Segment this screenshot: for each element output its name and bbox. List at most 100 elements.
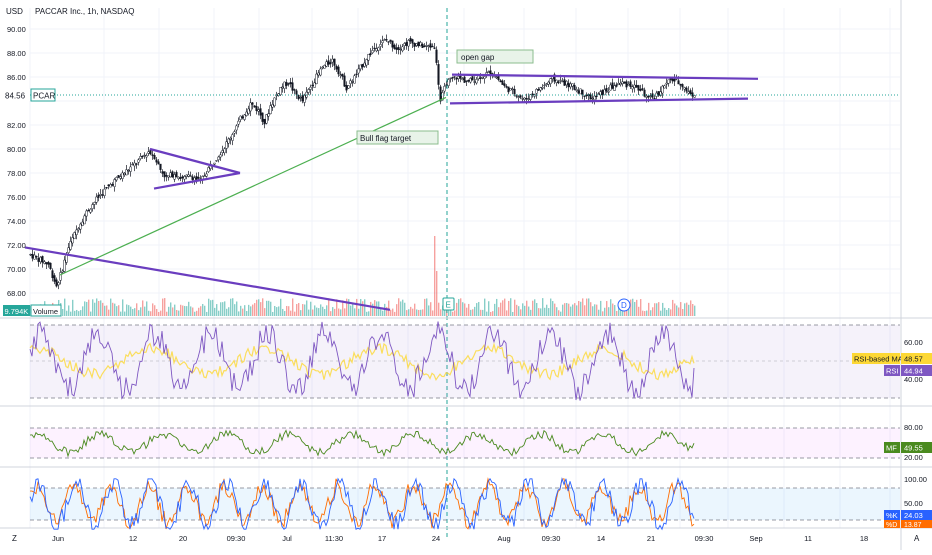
candle <box>693 95 696 98</box>
symbol-title[interactable]: PACCAR Inc., 1h, NASDAQ <box>35 7 134 16</box>
money-flow-pane[interactable]: 80.00 20.00 MF 49.55 <box>29 423 932 462</box>
volume-bar <box>690 300 692 316</box>
candle <box>511 88 514 90</box>
volume-bar <box>342 300 344 316</box>
candle <box>545 83 548 85</box>
trendline-pennant-lower[interactable] <box>153 171 241 190</box>
candle <box>335 65 338 70</box>
candle <box>563 79 566 86</box>
volume-bar <box>254 303 256 316</box>
candle <box>313 82 316 88</box>
trendline-support-descending[interactable] <box>24 246 391 311</box>
bull-flag-annotation[interactable]: Bull flag target <box>356 130 439 145</box>
price-axis[interactable]: 90.00 88.00 86.00 82.00 80.00 78.00 76.00 74.00… <box>7 25 26 298</box>
candle <box>187 174 190 177</box>
volume-bar <box>518 306 520 316</box>
volume-bar <box>172 307 174 316</box>
candle <box>55 279 58 287</box>
candle <box>395 47 398 50</box>
candle <box>107 184 110 186</box>
volume-bar <box>682 309 684 316</box>
trendline-channel-lower[interactable] <box>449 97 749 105</box>
volume-bar <box>592 306 594 316</box>
candle <box>649 95 652 97</box>
volume-bar <box>552 301 554 316</box>
volume-bar <box>264 308 266 316</box>
volume-bar <box>188 301 190 316</box>
volume-bar <box>280 298 282 316</box>
candle <box>299 97 302 99</box>
volume-bar <box>348 299 350 316</box>
candle <box>173 174 176 180</box>
candle <box>541 86 544 89</box>
candle <box>519 95 522 98</box>
candle <box>29 253 32 256</box>
volume-bar <box>294 311 296 316</box>
volume-bar <box>118 305 120 316</box>
trendline-channel-upper[interactable] <box>451 73 759 80</box>
trendline-bull-flag-target[interactable] <box>59 96 447 276</box>
volume-bar <box>420 309 422 316</box>
volume-bar <box>558 310 560 316</box>
candle <box>543 84 546 87</box>
candle <box>99 194 102 196</box>
volume-bar <box>128 305 130 316</box>
candle <box>325 61 328 67</box>
volume-bar <box>100 300 102 316</box>
rsi-pane[interactable]: 60.00 40.00 RSI-based MA 48.57 RSI 44.94 <box>29 321 932 401</box>
candle <box>399 48 402 51</box>
volume-bar <box>466 307 468 316</box>
volume-bar <box>386 306 388 316</box>
volume-bar <box>406 310 408 316</box>
candle <box>281 86 284 89</box>
auto-scale-right[interactable]: A <box>914 534 920 543</box>
volume-bar <box>366 311 368 316</box>
trendlines[interactable] <box>24 73 759 311</box>
candle <box>369 53 372 56</box>
candle <box>407 40 410 47</box>
volume-bar <box>388 300 390 316</box>
auto-scale-left[interactable]: Z <box>12 534 17 543</box>
volume-bar <box>316 307 318 316</box>
trendline-pennant-upper[interactable] <box>149 147 241 175</box>
volume-bar <box>584 305 586 316</box>
candle <box>471 76 474 81</box>
volume-bar <box>260 302 262 316</box>
candle <box>309 86 312 90</box>
volume-bar <box>416 309 418 316</box>
candle <box>659 91 662 96</box>
volume-bar <box>400 301 402 316</box>
candle <box>393 44 396 49</box>
stochastic-d-line <box>30 477 695 530</box>
candle <box>153 155 156 160</box>
candle <box>225 141 228 149</box>
volume-bar <box>212 299 214 316</box>
volume-bar <box>78 311 80 316</box>
stochastic-pane[interactable]: 100.00 50.00 %K 24.03 %D 13.87 <box>29 475 932 531</box>
earnings-marker[interactable]: E <box>442 297 455 311</box>
last-price-value: 84.56 <box>5 92 26 101</box>
candle <box>127 169 130 172</box>
volume-bar <box>538 308 540 316</box>
volume-bar <box>328 298 330 316</box>
price-pane[interactable]: open gap Bull flag target E D <box>24 8 900 538</box>
time-axis[interactable]: Jun 12 20 09:30 Jul 11:30 17 24 Aug 09:30 14 21 09:3… <box>52 534 868 543</box>
candle <box>617 82 620 86</box>
volume-bar <box>268 300 270 316</box>
volume-bar <box>92 299 94 316</box>
candle <box>43 261 46 264</box>
candle <box>215 160 218 162</box>
candle <box>531 93 534 95</box>
open-gap-annotation[interactable]: open gap <box>456 49 534 64</box>
volume-bar <box>508 300 510 316</box>
volume-bar <box>156 308 158 316</box>
candle <box>467 79 470 82</box>
dividend-marker[interactable]: D <box>617 298 631 312</box>
candle <box>231 134 234 141</box>
volume-bar <box>114 303 116 316</box>
price-tick: 82.00 <box>7 121 26 130</box>
candle <box>673 78 676 82</box>
candle <box>247 108 250 114</box>
candle <box>361 63 364 68</box>
